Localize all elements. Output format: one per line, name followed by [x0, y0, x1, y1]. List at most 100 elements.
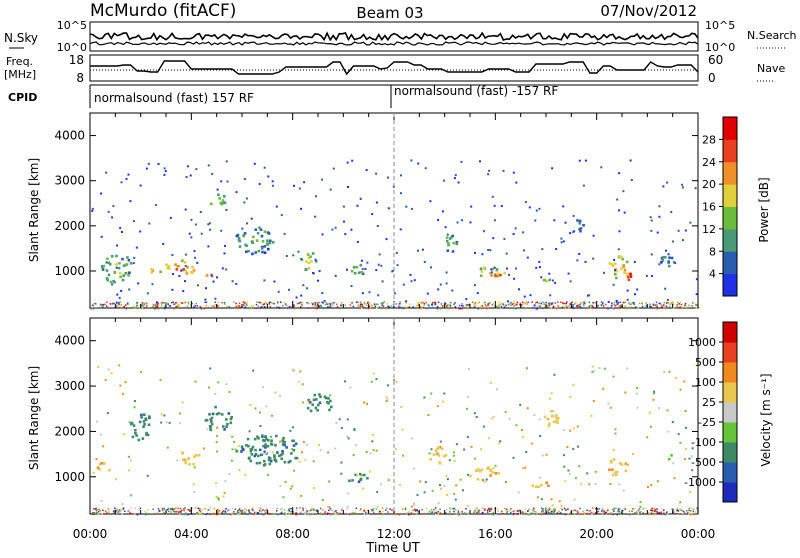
velocity-cell [467, 473, 469, 476]
power-cell [526, 303, 529, 305]
power-cell [580, 307, 583, 309]
cpid-segment-2: normalsound (fast) -157 RF [394, 84, 558, 98]
power-cell [285, 255, 288, 257]
velocity-cell [543, 415, 547, 419]
power-cell [479, 306, 482, 309]
power-cell [679, 306, 681, 308]
power-cell [439, 306, 441, 309]
velocity-cell [119, 384, 122, 387]
velocity-cell [432, 453, 436, 456]
power-cell [175, 268, 179, 271]
velocity-cell [551, 512, 553, 515]
velocity-cell [528, 508, 530, 511]
velocity-colorbar-swatch [723, 462, 737, 483]
power-cell [357, 304, 359, 306]
velocity-cell [262, 444, 265, 448]
power-colorbar-label: Power [dB] [757, 177, 771, 242]
velocity-cell [550, 511, 553, 513]
power-cell [578, 305, 580, 307]
velocity-cell [437, 446, 440, 449]
power-cell [405, 300, 408, 303]
power-cell [250, 307, 252, 309]
power-cell [271, 180, 274, 183]
power-cell [663, 301, 665, 304]
velocity-cell [221, 512, 223, 514]
power-cell [681, 306, 683, 309]
power-cell [225, 268, 228, 271]
velocity-cell [229, 417, 233, 421]
power-cell [182, 290, 185, 293]
power-cell [667, 260, 670, 263]
power-cell [118, 301, 120, 304]
power-cell [513, 302, 516, 305]
velocity-cell [465, 508, 467, 510]
velocity-cell [548, 508, 551, 511]
velocity-cell [490, 507, 492, 509]
velocity-cell [181, 509, 183, 512]
velocity-cell [275, 434, 278, 438]
velocity-cell [281, 439, 284, 442]
power-cell [422, 301, 424, 303]
velocity-cell [259, 509, 261, 512]
velocity-cell [373, 507, 375, 510]
velocity-cell [199, 510, 202, 512]
power-cell [310, 259, 313, 263]
velocity-cell [255, 512, 258, 514]
power-cell [196, 305, 199, 307]
power-cell [580, 227, 583, 230]
velocity-cell [249, 450, 253, 453]
velocity-colorbar-tick-label: 100 [695, 376, 716, 389]
power-cell [415, 305, 418, 307]
power-colorbar-swatch [723, 139, 737, 163]
power-cell [146, 292, 149, 295]
power-cell [490, 274, 493, 277]
velocity-cell [265, 405, 268, 408]
power-cell [352, 305, 355, 308]
velocity-cell [676, 509, 678, 512]
power-cell [178, 305, 180, 307]
power-cell [630, 303, 632, 305]
velocity-cell [294, 442, 298, 446]
velocity-cell [304, 507, 307, 509]
velocity-cell [387, 384, 389, 387]
power-cell [243, 232, 247, 235]
power-cell [628, 302, 630, 304]
power-cell [288, 305, 291, 308]
velocity-cell [213, 507, 216, 510]
power-cell [564, 221, 567, 224]
velocity-cell [548, 422, 551, 426]
power-cell [109, 280, 113, 284]
power-cell [434, 301, 437, 304]
velocity-cell [326, 400, 329, 404]
power-cell [91, 207, 94, 210]
velocity-cell [207, 509, 210, 511]
velocity-cell [617, 509, 620, 511]
power-cell [514, 267, 517, 270]
velocity-cell [130, 507, 132, 509]
velocity-cell [670, 454, 673, 457]
velocity-cell [338, 418, 341, 421]
power-colorbar-swatch [723, 184, 737, 207]
power-cell [244, 306, 246, 308]
velocity-cell [289, 459, 292, 463]
velocity-cell [576, 425, 579, 428]
power-cell [283, 232, 286, 235]
velocity-cell [416, 509, 419, 512]
power-cell [439, 283, 442, 286]
nave-right-tick-top: 60 [708, 53, 723, 67]
velocity-cell [477, 509, 480, 512]
velocity-cell [295, 456, 299, 460]
velocity-y-tick-label: 1000 [54, 470, 85, 484]
power-cell [684, 302, 687, 305]
power-cell [184, 208, 187, 211]
power-cell [143, 303, 146, 306]
power-cell [315, 195, 317, 198]
velocity-cell [687, 513, 690, 515]
velocity-cell [270, 443, 274, 446]
power-cell [572, 214, 575, 217]
power-cell [671, 302, 673, 305]
power-cell [212, 280, 215, 283]
velocity-cell [140, 513, 142, 515]
velocity-cell [327, 451, 330, 454]
power-cell [381, 303, 384, 306]
